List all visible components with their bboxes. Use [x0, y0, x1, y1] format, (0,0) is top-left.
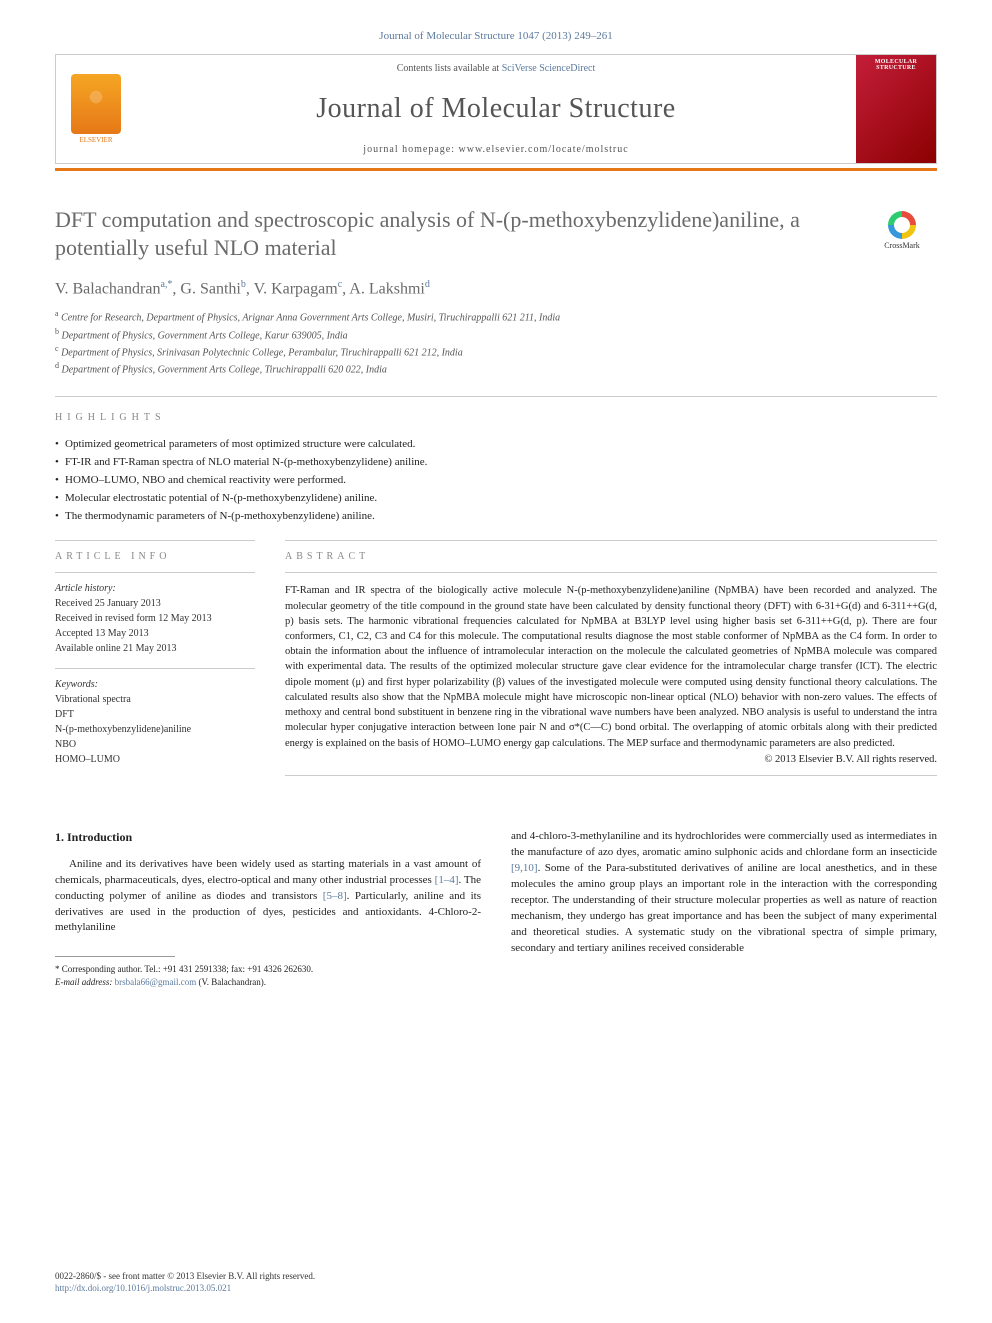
author-sup: d	[425, 279, 430, 290]
author-sup: b	[241, 279, 246, 290]
doi-link[interactable]: http://dx.doi.org/10.1016/j.molstruc.201…	[55, 1283, 231, 1293]
body-paragraph: Aniline and its derivatives have been wi…	[55, 857, 481, 937]
highlight-item: Optimized geometrical parameters of most…	[55, 435, 937, 453]
homepage-prefix: journal homepage:	[363, 144, 458, 155]
footer-copyright: 0022-2860/$ - see front matter © 2013 El…	[55, 1270, 315, 1283]
history-line: Available online 21 May 2013	[55, 641, 255, 656]
sciencedirect-link[interactable]: SciVerse ScienceDirect	[502, 63, 596, 74]
author[interactable]: V. Balachandran	[55, 280, 160, 297]
reference-link[interactable]: [5–8]	[323, 890, 347, 902]
affil-sup: a	[55, 309, 59, 318]
abstract-copyright: © 2013 Elsevier B.V. All rights reserved…	[285, 754, 937, 765]
keyword: HOMO–LUMO	[55, 752, 255, 767]
contents-prefix: Contents lists available at	[397, 63, 502, 74]
keywords-label: Keywords:	[55, 679, 255, 690]
body-column-left: 1. Introduction Aniline and its derivati…	[55, 829, 481, 988]
keyword: N-(p-methoxybenzylidene)aniline	[55, 722, 255, 737]
crossmark-icon	[888, 211, 916, 239]
affil-text: Department of Physics, Srinivasan Polyte…	[61, 347, 463, 358]
abstract-column: ABSTRACT FT-Raman and IR spectra of the …	[285, 540, 937, 779]
email-label: E-mail address:	[55, 977, 112, 987]
divider	[55, 396, 937, 397]
crossmark-label: CrossMark	[867, 241, 937, 250]
article-header: DFT computation and spectroscopic analys…	[55, 206, 937, 261]
orange-divider	[55, 168, 937, 171]
keyword: NBO	[55, 737, 255, 752]
affiliation: a Centre for Research, Department of Phy…	[55, 308, 937, 325]
affil-sup: c	[55, 344, 59, 353]
history-line: Received in revised form 12 May 2013	[55, 611, 255, 626]
affiliation: d Department of Physics, Government Arts…	[55, 360, 937, 377]
highlight-item: FT-IR and FT-Raman spectra of NLO materi…	[55, 453, 937, 471]
affiliation: c Department of Physics, Srinivasan Poly…	[55, 343, 937, 360]
author-sup: a,*	[160, 279, 172, 290]
reference-link[interactable]: [1–4]	[435, 874, 459, 886]
email-name: (V. Balachandran).	[198, 977, 266, 987]
highlight-item: HOMO–LUMO, NBO and chemical reactivity w…	[55, 471, 937, 489]
info-abstract-row: ARTICLE INFO Article history: Received 2…	[55, 540, 937, 779]
divider	[285, 775, 937, 776]
homepage-url[interactable]: www.elsevier.com/locate/molstruc	[459, 144, 629, 155]
affil-sup: b	[55, 327, 59, 336]
highlight-item: The thermodynamic parameters of N-(p-met…	[55, 507, 937, 525]
journal-header: ELSEVIER Contents lists available at Sci…	[55, 54, 937, 164]
author[interactable]: A. Lakshmi	[349, 280, 425, 297]
article-title: DFT computation and spectroscopic analys…	[55, 206, 825, 261]
highlights-list: Optimized geometrical parameters of most…	[55, 435, 937, 526]
corresponding-author-footnote: * Corresponding author. Tel.: +91 431 25…	[55, 963, 481, 988]
body-paragraph: and 4-chloro-3-methylaniline and its hyd…	[511, 829, 937, 957]
body-column-right: and 4-chloro-3-methylaniline and its hyd…	[511, 829, 937, 988]
affil-text: Department of Physics, Government Arts C…	[62, 330, 348, 341]
divider	[285, 572, 937, 573]
corr-email-line: E-mail address: brsbala66@gmail.com (V. …	[55, 976, 481, 989]
highlight-item: Molecular electrostatic potential of N-(…	[55, 489, 937, 507]
article-info-column: ARTICLE INFO Article history: Received 2…	[55, 540, 255, 779]
author-sup: c	[338, 279, 342, 290]
history-line: Received 25 January 2013	[55, 596, 255, 611]
affiliations: a Centre for Research, Department of Phy…	[55, 308, 937, 377]
abstract-heading: ABSTRACT	[285, 551, 937, 562]
publisher-name: ELSEVIER	[79, 136, 112, 144]
author[interactable]: V. Karpagam	[254, 280, 338, 297]
elsevier-logo: ELSEVIER	[56, 55, 136, 163]
section-number: 1.	[55, 830, 64, 844]
header-center: Contents lists available at SciVerse Sci…	[136, 55, 856, 163]
homepage-line: journal homepage: www.elsevier.com/locat…	[363, 144, 628, 155]
body-text: . Some of the Para-substituted derivativ…	[511, 862, 937, 954]
author[interactable]: G. Santhi	[180, 280, 240, 297]
highlights-label: HIGHLIGHTS	[55, 412, 937, 423]
keyword: DFT	[55, 707, 255, 722]
section-heading: 1. Introduction	[55, 829, 481, 846]
authors-line: V. Balachandrana,*, G. Santhib, V. Karpa…	[55, 279, 937, 298]
keyword: Vibrational spectra	[55, 692, 255, 707]
body-text: Aniline and its derivatives have been wi…	[55, 858, 481, 886]
email-link[interactable]: brsbala66@gmail.com	[115, 977, 197, 987]
citation-line: Journal of Molecular Structure 1047 (201…	[55, 30, 937, 42]
history-block: Received 25 January 2013 Received in rev…	[55, 596, 255, 656]
divider	[55, 668, 255, 669]
footnote-divider	[55, 956, 175, 957]
contents-line: Contents lists available at SciVerse Sci…	[397, 63, 596, 74]
body-columns: 1. Introduction Aniline and its derivati…	[55, 829, 937, 988]
crossmark-badge[interactable]: CrossMark	[867, 211, 937, 250]
article-info-heading: ARTICLE INFO	[55, 551, 255, 562]
journal-cover-thumbnail: MOLECULAR STRUCTURE	[856, 55, 936, 163]
divider	[55, 572, 255, 573]
affil-sup: d	[55, 361, 59, 370]
cover-title: MOLECULAR STRUCTURE	[860, 59, 932, 71]
affiliation: b Department of Physics, Government Arts…	[55, 326, 937, 343]
section-title: Introduction	[67, 830, 132, 844]
journal-name: Journal of Molecular Structure	[316, 93, 675, 125]
corr-line: * Corresponding author. Tel.: +91 431 25…	[55, 963, 481, 976]
page-footer: 0022-2860/$ - see front matter © 2013 El…	[55, 1270, 315, 1295]
affil-text: Department of Physics, Government Arts C…	[62, 365, 387, 376]
history-label: Article history:	[55, 583, 255, 594]
abstract-text: FT-Raman and IR spectra of the biologica…	[285, 583, 937, 750]
affil-text: Centre for Research, Department of Physi…	[61, 313, 560, 324]
keywords-block: Vibrational spectra DFT N-(p-methoxybenz…	[55, 692, 255, 767]
body-text: and 4-chloro-3-methylaniline and its hyd…	[511, 830, 937, 858]
elsevier-tree-icon	[71, 74, 121, 134]
reference-link[interactable]: [9,10]	[511, 862, 538, 874]
history-line: Accepted 13 May 2013	[55, 626, 255, 641]
